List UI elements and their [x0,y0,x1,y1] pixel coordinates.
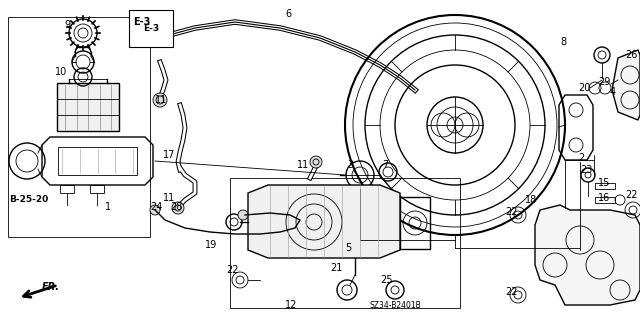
Text: 22: 22 [226,265,239,275]
Text: 11: 11 [297,160,309,170]
Text: 22: 22 [505,207,518,217]
Text: E-3: E-3 [143,24,159,33]
Text: 20: 20 [578,83,590,93]
Polygon shape [535,205,640,305]
Bar [8,17,150,237]
Text: SZ34-B2401B: SZ34-B2401B [370,300,422,309]
Text: 25: 25 [380,275,392,285]
Bar [58,147,137,175]
Bar [57,83,119,131]
Bar [60,185,74,193]
Text: 26: 26 [625,50,637,60]
Polygon shape [248,185,400,258]
Text: 15: 15 [598,178,611,188]
Text: 18: 18 [525,195,537,205]
Text: 4: 4 [610,87,616,97]
Text: 9: 9 [64,20,70,30]
Text: 1: 1 [105,202,111,212]
Bar [400,197,430,249]
Text: 16: 16 [598,193,611,203]
Text: 3: 3 [347,160,353,170]
Text: 10: 10 [55,67,67,77]
Circle shape [238,210,248,220]
Text: 5: 5 [345,243,351,253]
Text: 22: 22 [505,287,518,297]
Text: 23: 23 [580,165,593,175]
Circle shape [172,202,184,214]
Text: 22: 22 [625,190,637,200]
Circle shape [150,205,160,215]
Bar [230,178,460,308]
Text: 7: 7 [382,160,388,170]
Text: B-25-20: B-25-20 [9,196,48,204]
Text: 24: 24 [150,202,163,212]
Text: 2: 2 [578,153,584,163]
Text: 29: 29 [598,77,611,87]
Text: 21: 21 [330,263,342,273]
Text: E-3: E-3 [133,17,150,27]
Text: 11: 11 [163,193,175,203]
Text: 6: 6 [285,9,291,19]
Circle shape [153,93,167,107]
Polygon shape [612,50,640,120]
Circle shape [310,156,322,168]
Text: 28: 28 [170,202,182,212]
Text: 8: 8 [560,37,566,47]
Text: 17: 17 [163,150,175,160]
Text: 19: 19 [205,240,217,250]
Text: FR.: FR. [42,282,60,292]
Text: 12: 12 [285,300,298,310]
Bar [90,185,104,193]
Text: 11: 11 [155,95,167,105]
